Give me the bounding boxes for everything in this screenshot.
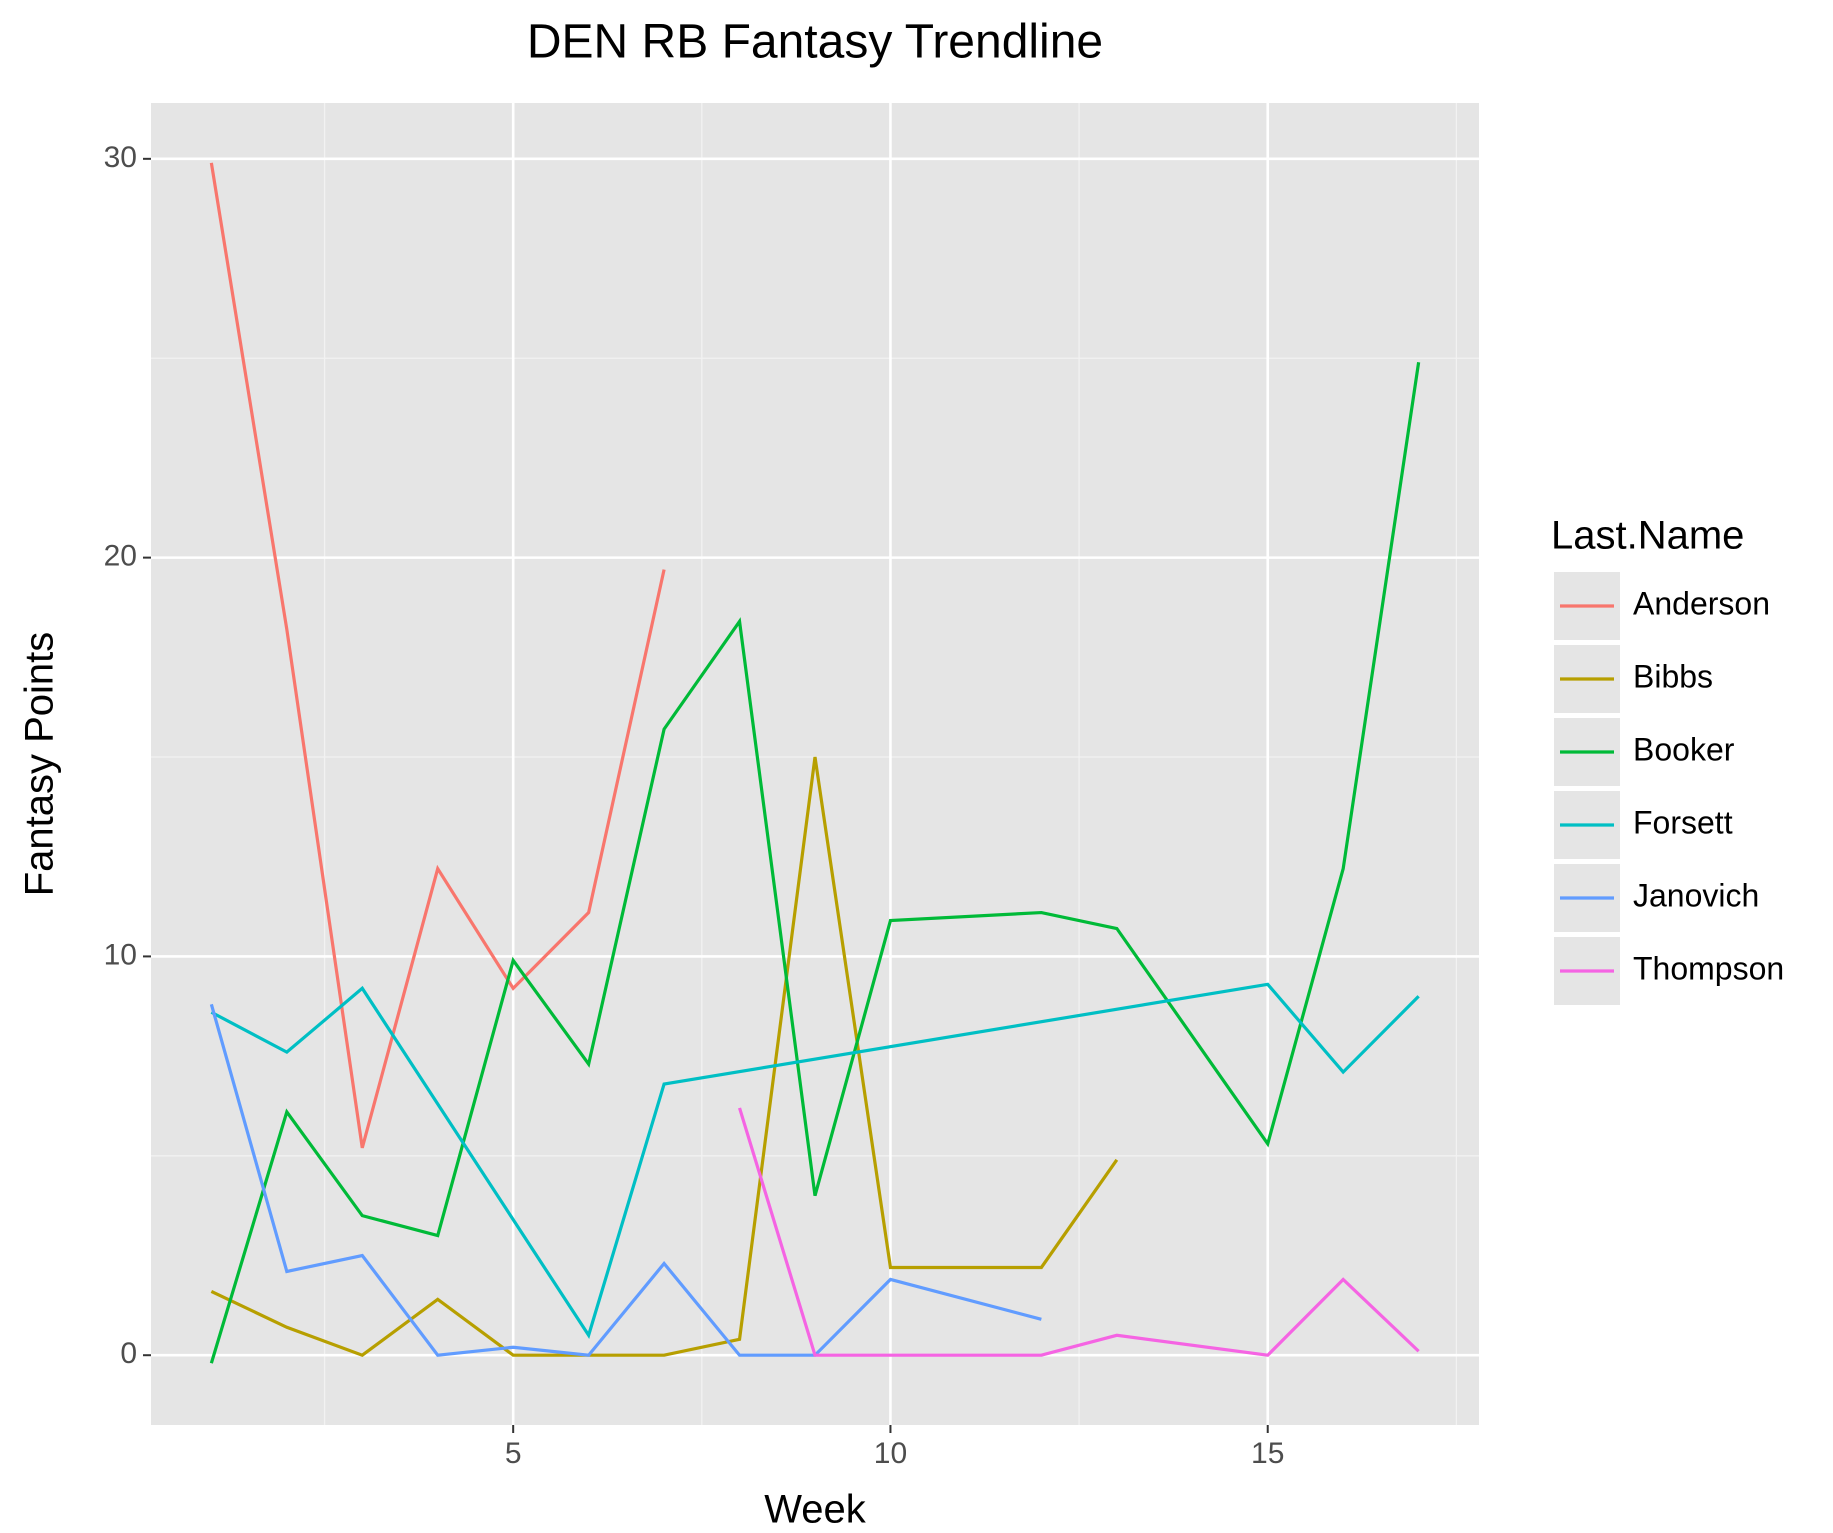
legend-label: Thompson (1633, 950, 1784, 986)
legend-label: Anderson (1633, 585, 1770, 621)
x-tick-label: 5 (505, 1437, 522, 1470)
legend-label: Booker (1633, 731, 1735, 767)
y-tick-label: 10 (104, 938, 137, 971)
series-line (738, 1107, 1420, 1357)
y-tick-label: 30 (104, 141, 137, 174)
y-tick-label: 20 (104, 540, 137, 573)
series-line (209, 1003, 1042, 1357)
y-tick-label: 0 (120, 1337, 137, 1370)
series-line (210, 982, 1420, 1340)
x-tick-label: 15 (1251, 1437, 1284, 1470)
legend-label: Janovich (1633, 877, 1759, 913)
legend-label: Bibbs (1633, 658, 1713, 694)
legend: Anderson Bibbs Booker Forsett Janovich Thomps… (1552, 570, 1784, 1007)
legend-title: Last.Name (1551, 514, 1744, 558)
series-line (209, 361, 1421, 1364)
x-axis-label: Week (764, 1488, 867, 1532)
lines (209, 162, 1421, 1364)
y-axis-label: Fantasy Points (18, 632, 62, 897)
legend-label: Forsett (1633, 804, 1733, 840)
chart-title: DEN RB Fantasy Trendline (527, 16, 1103, 69)
x-tick-label: 10 (874, 1437, 907, 1470)
series-line (210, 756, 1119, 1358)
series-line (209, 162, 666, 1149)
